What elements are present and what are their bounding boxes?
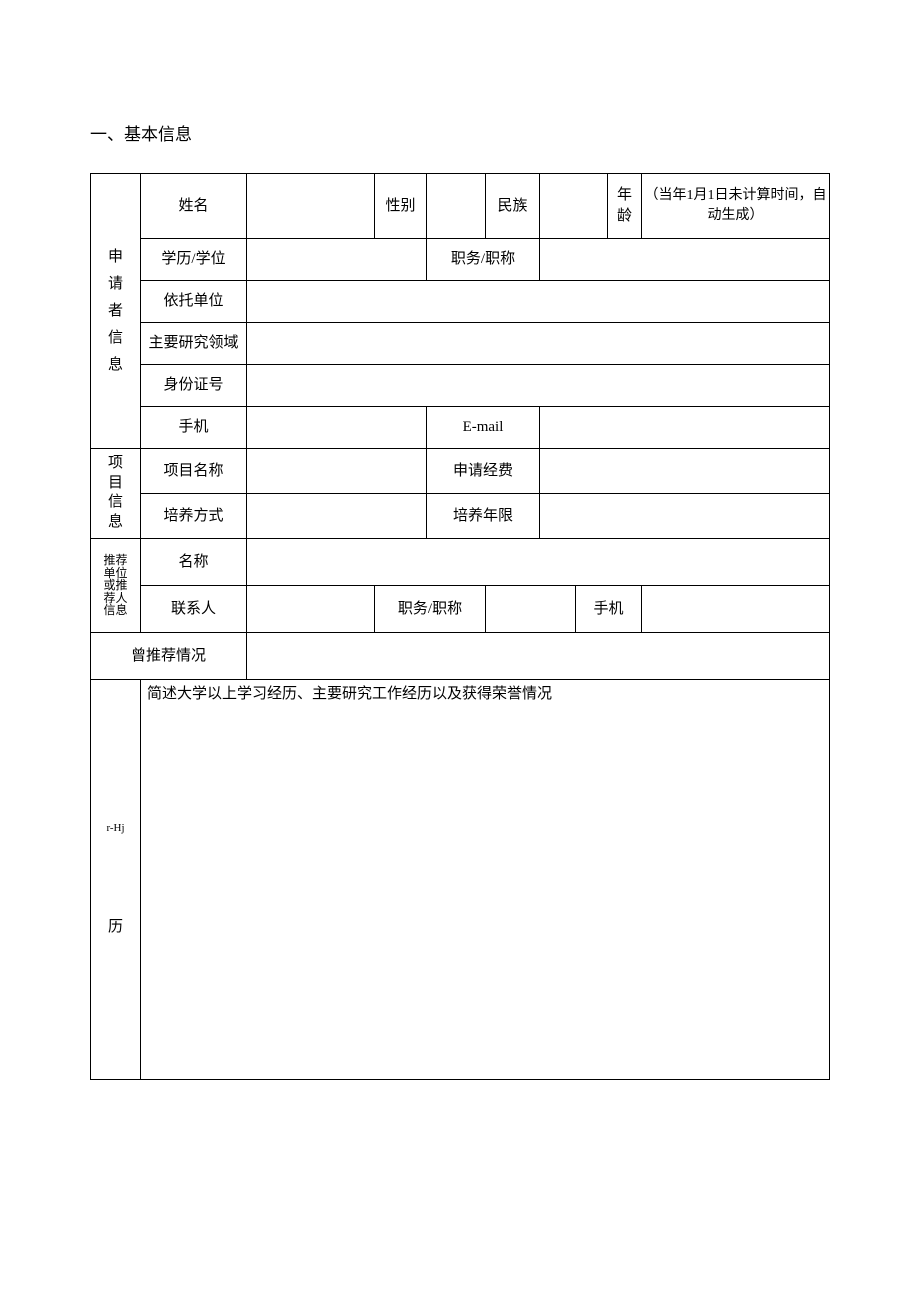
education-label: 学历/学位	[141, 239, 247, 281]
gender-label: 性别	[375, 174, 427, 239]
project-name-value[interactable]	[247, 449, 427, 494]
email-value[interactable]	[540, 407, 830, 449]
recommender-name-value[interactable]	[247, 539, 830, 586]
applicant-section-label: 申请者信息	[91, 174, 141, 449]
funding-label: 申请经费	[427, 449, 540, 494]
resume-section-label: r-Hj 历	[91, 680, 141, 1080]
email-label: E-mail	[427, 407, 540, 449]
past-recommendation-label: 曾推荐情况	[91, 633, 247, 680]
section-title: 一、基本信息	[90, 120, 830, 145]
research-area-value[interactable]	[247, 323, 830, 365]
ethnicity-label: 民族	[486, 174, 540, 239]
affiliation-label: 依托单位	[141, 281, 247, 323]
name-value[interactable]	[247, 174, 375, 239]
id-number-value[interactable]	[247, 365, 830, 407]
training-mode-label: 培养方式	[141, 494, 247, 539]
past-recommendation-value[interactable]	[247, 633, 830, 680]
age-label: 年龄	[608, 174, 642, 239]
recommender-section-label: 推荐单位或推荐人信息	[91, 539, 141, 633]
project-name-label: 项目名称	[141, 449, 247, 494]
project-section-label: 项目信息	[91, 449, 141, 539]
recommender-position-value[interactable]	[486, 586, 576, 633]
training-mode-value[interactable]	[247, 494, 427, 539]
position-title-label: 职务/职称	[427, 239, 540, 281]
recommender-position-label: 职务/职称	[375, 586, 486, 633]
name-label: 姓名	[141, 174, 247, 239]
training-years-label: 培养年限	[427, 494, 540, 539]
phone-label: 手机	[141, 407, 247, 449]
ethnicity-value[interactable]	[540, 174, 608, 239]
recommender-contact-value[interactable]	[247, 586, 375, 633]
research-area-label: 主要研究领域	[141, 323, 247, 365]
resume-content[interactable]: 简述大学以上学习经历、主要研究工作经历以及获得荣誉情况	[141, 680, 830, 1080]
recommender-contact-label: 联系人	[141, 586, 247, 633]
recommender-name-label: 名称	[141, 539, 247, 586]
training-years-value[interactable]	[540, 494, 830, 539]
education-value[interactable]	[247, 239, 427, 281]
id-number-label: 身份证号	[141, 365, 247, 407]
resume-instruction: 简述大学以上学习经历、主要研究工作经历以及获得荣誉情况	[147, 686, 552, 702]
position-title-value[interactable]	[540, 239, 830, 281]
gender-value[interactable]	[427, 174, 486, 239]
recommender-phone-label: 手机	[576, 586, 642, 633]
basic-info-table: 申请者信息 姓名 性别 民族 年龄 （当年1月1日未计算时间，自动生成） 学历/…	[90, 173, 830, 1080]
phone-value[interactable]	[247, 407, 427, 449]
recommender-phone-value[interactable]	[642, 586, 830, 633]
age-note: （当年1月1日未计算时间，自动生成）	[642, 174, 830, 239]
funding-value[interactable]	[540, 449, 830, 494]
affiliation-value[interactable]	[247, 281, 830, 323]
